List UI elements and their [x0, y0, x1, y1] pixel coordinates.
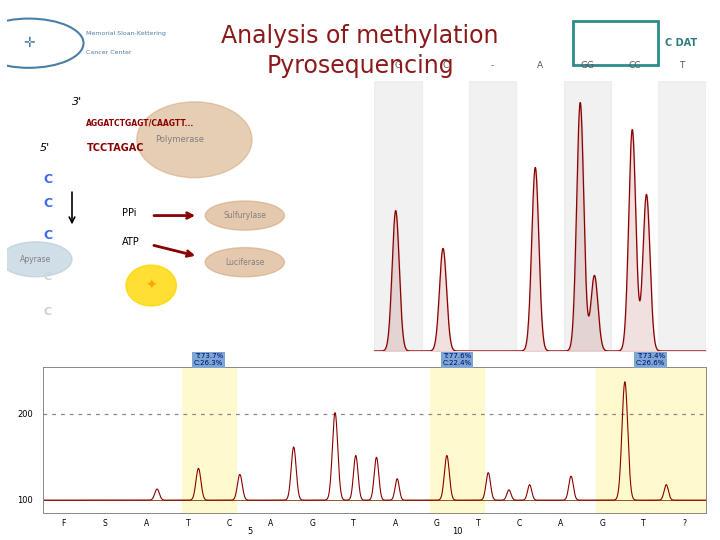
Text: Polymerase: Polymerase — [156, 135, 204, 144]
Text: C: C — [227, 519, 232, 528]
Text: C: C — [517, 519, 522, 528]
Bar — [469, 81, 516, 351]
Text: T:77.6%
C:22.4%: T:77.6% C:22.4% — [443, 353, 472, 366]
Text: G: G — [433, 519, 439, 528]
Ellipse shape — [0, 242, 72, 277]
Text: Sulfurylase: Sulfurylase — [223, 211, 266, 220]
Text: T: T — [679, 61, 685, 70]
Text: G: G — [631, 373, 638, 382]
Bar — [182, 367, 235, 513]
Text: 3': 3' — [72, 97, 82, 107]
Text: ATP: ATP — [122, 237, 140, 247]
Text: 5': 5' — [40, 144, 50, 153]
Bar — [596, 367, 706, 513]
Text: C DAT: C DAT — [665, 38, 698, 48]
Bar — [658, 81, 706, 351]
Text: C: C — [442, 61, 449, 70]
Text: TCCTAGAC: TCCTAGAC — [86, 144, 144, 153]
Text: T:73.4%
C:26.6%: T:73.4% C:26.6% — [636, 353, 665, 366]
Text: Memorial Sloan-Kettering: Memorial Sloan-Kettering — [86, 31, 166, 36]
Text: 200: 200 — [17, 410, 33, 419]
Text: GG: GG — [580, 61, 594, 70]
Text: 5: 5 — [248, 526, 253, 536]
Text: PPi: PPi — [122, 207, 137, 218]
Text: T: T — [351, 519, 356, 528]
Text: 100: 100 — [17, 496, 33, 505]
Text: G: G — [584, 373, 591, 382]
Text: ✦: ✦ — [145, 279, 157, 293]
Bar — [431, 367, 484, 513]
Ellipse shape — [205, 248, 284, 277]
Text: C: C — [43, 229, 53, 242]
Text: ?: ? — [683, 519, 687, 528]
Text: G: G — [310, 519, 315, 528]
Text: Cancer Center: Cancer Center — [86, 50, 132, 56]
Text: A: A — [269, 519, 274, 528]
Text: T: T — [186, 519, 190, 528]
Text: T: T — [490, 373, 495, 382]
Text: G: G — [395, 373, 402, 382]
Text: CC: CC — [629, 61, 641, 70]
Text: A: A — [392, 519, 397, 528]
Text: C: C — [43, 307, 51, 317]
Text: A: A — [558, 519, 563, 528]
Text: Apyrase: Apyrase — [20, 255, 52, 264]
Text: T:73.7%
C:26.3%: T:73.7% C:26.3% — [194, 353, 223, 366]
Ellipse shape — [205, 201, 284, 230]
Text: 10: 10 — [452, 526, 462, 536]
Text: T: T — [476, 519, 480, 528]
Text: S: S — [103, 519, 108, 528]
Text: G: G — [599, 519, 605, 528]
Bar — [564, 81, 611, 351]
Text: A: A — [144, 519, 149, 528]
Text: -: - — [491, 61, 495, 70]
Text: A: A — [537, 373, 543, 382]
Bar — [374, 81, 422, 351]
FancyBboxPatch shape — [573, 21, 658, 65]
Text: C: C — [43, 197, 53, 210]
Text: A: A — [537, 61, 543, 70]
Text: Luciferase: Luciferase — [225, 258, 264, 267]
Text: AGGATCTGAGT/CAAGTT...: AGGATCTGAGT/CAAGTT... — [86, 118, 194, 127]
Text: F: F — [62, 519, 66, 528]
Circle shape — [126, 265, 176, 306]
Text: T: T — [642, 519, 646, 528]
Text: Analysis of methylation
Pyrosequencing: Analysis of methylation Pyrosequencing — [221, 24, 499, 78]
Text: C: C — [442, 373, 449, 382]
Text: ✛: ✛ — [23, 36, 35, 50]
Text: G: G — [395, 61, 402, 70]
Ellipse shape — [137, 102, 252, 178]
Text: T: T — [679, 373, 685, 382]
Text: C: C — [43, 272, 51, 282]
Text: C: C — [43, 173, 53, 186]
